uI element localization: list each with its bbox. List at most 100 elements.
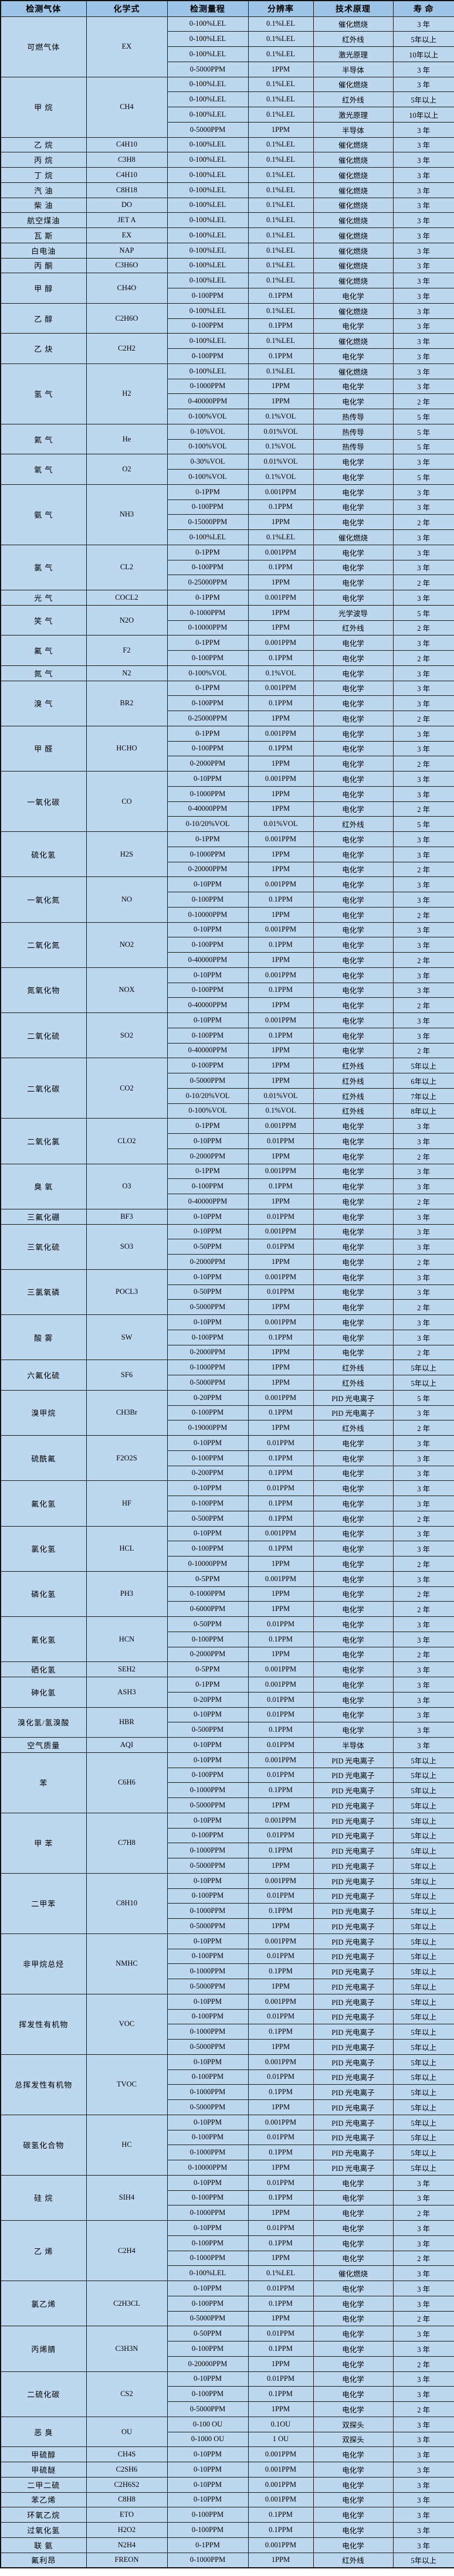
formula-cell: CH4S xyxy=(86,2446,168,2462)
range-cell: 0-10PPM xyxy=(167,1752,249,1768)
range-cell: 0-10PPM xyxy=(167,1993,249,2010)
resolution-cell: 1PPM xyxy=(248,1058,314,1073)
lifespan-cell: 3 年 xyxy=(392,876,454,892)
formula-cell: CL2 xyxy=(86,544,168,591)
range-cell: 0-10PPM xyxy=(167,1133,249,1149)
resolution-cell: 0.1PPM xyxy=(248,937,314,953)
range-cell: 0-1PPM xyxy=(167,635,249,651)
resolution-cell: 1PPM xyxy=(248,1918,314,1934)
lifespan-cell: 3 年 xyxy=(392,363,454,379)
lifespan-cell: 5年以上 xyxy=(392,2145,454,2160)
principle-cell: 电化学 xyxy=(313,1027,394,1044)
lifespan-cell: 3 年 xyxy=(392,1329,454,1345)
range-cell: 0-5000PPM xyxy=(167,1375,249,1391)
principle-cell: 电化学 xyxy=(313,695,394,711)
gas-name-cell: 非甲烷总烃 xyxy=(0,1933,87,1994)
principle-cell: 电化学 xyxy=(313,1450,394,1466)
resolution-cell: 0.01PPM xyxy=(248,2326,314,2341)
lifespan-cell: 5年以上 xyxy=(392,91,454,107)
resolution-cell: 1PPM xyxy=(248,786,314,802)
resolution-cell: 0.01%VOL xyxy=(248,454,314,470)
resolution-cell: 0.1PPM xyxy=(248,1465,314,1481)
col-header-formula: 化学式 xyxy=(86,0,168,17)
range-cell: 0-10PPM xyxy=(167,876,249,892)
lifespan-cell: 3 年 xyxy=(392,212,454,228)
lifespan-cell: 2 年 xyxy=(392,650,454,666)
range-cell: 0-100PPM xyxy=(167,1948,249,1965)
formula-cell: H2 xyxy=(86,363,168,424)
table-row: 二氧化碳 CO2 0-100PPM 1PPM 红外线 5年以上 xyxy=(0,1058,454,1119)
range-cell: 0-100%LEL xyxy=(167,182,249,198)
lifespan-cell: 3 年 xyxy=(392,2431,454,2448)
resolution-cell: 0.001PPM xyxy=(248,1314,314,1330)
table-row: 恶 臭 OU 0-100 OU 0.1OU 双探头 3 年 xyxy=(0,2416,454,2448)
resolution-cell: 1PPM xyxy=(248,1254,314,1270)
principle-cell: 半导体 xyxy=(313,1737,394,1753)
table-row: 氧 气 O2 0-30%VOL 0.01%VOL 电化学 3 年 xyxy=(0,454,454,485)
table-row: 非甲烷总烃 NMHC 0-10PPM 0.001PPM PID 光电离子 5年以上 xyxy=(0,1933,454,1994)
principle-cell: 催化燃烧 xyxy=(313,227,394,243)
formula-cell: DO xyxy=(86,197,168,213)
formula-cell: C4H10 xyxy=(86,167,168,183)
gas-name-cell: 甲 苯 xyxy=(0,1812,87,1874)
range-cell: 0-50PPM xyxy=(167,1616,249,1632)
table-row: 0-100PPM 0.1PPM 电化学 3 年 xyxy=(1,2190,454,2206)
resolution-cell: 0.001PPM xyxy=(248,1118,314,1134)
resolution-cell: 0.001PPM xyxy=(248,876,314,892)
range-cell: 0-100%LEL xyxy=(167,152,249,168)
range-cell: 0-10PPM xyxy=(167,1435,249,1451)
lifespan-cell: 3 年 xyxy=(392,2265,454,2281)
range-cell: 0-100%VOL xyxy=(167,439,249,455)
gas-name-cell: 汽 油 xyxy=(0,182,87,198)
range-cell: 0-1000PPM xyxy=(167,2552,249,2568)
gas-name-cell: 二氧化硫 xyxy=(0,1012,87,1059)
resolution-cell: 0.01PPM xyxy=(248,2129,314,2146)
gas-name-cell: 二甲苯 xyxy=(0,1872,87,1934)
resolution-cell: 1 OU xyxy=(248,2431,314,2448)
range-cell: 0-100PPM xyxy=(167,499,249,515)
lifespan-cell: 5年以上 xyxy=(392,2552,454,2568)
table-row: 0-15000PPM 1PPM 电化学 2 年 xyxy=(1,514,454,530)
resolution-cell: 0.1PPM xyxy=(248,1541,314,1557)
range-cell: 0-100%LEL xyxy=(167,167,249,183)
table-row: 氮 气 N2 0-100%VOL 0.1%VOL 电化学 3 年 xyxy=(0,665,454,681)
table-row: 丁 烷 C4H10 0-100%LEL 0.1%LEL 催化燃烧 3 年 xyxy=(0,167,454,183)
resolution-cell: 0.1%LEL xyxy=(248,227,314,243)
lifespan-cell: 3 年 xyxy=(392,227,454,243)
principle-cell: PID 光电离子 xyxy=(313,2084,394,2100)
range-cell: 0-100PPM xyxy=(167,1827,249,1844)
lifespan-cell: 3 年 xyxy=(392,2174,454,2191)
lifespan-cell: 2 年 xyxy=(392,1042,454,1059)
principle-cell: 电化学 xyxy=(313,2537,394,2553)
resolution-cell: 1PPM xyxy=(248,711,314,726)
principle-cell: 电化学 xyxy=(313,318,394,334)
resolution-cell: 0.001PPM xyxy=(248,1812,314,1829)
gas-name-cell: 瓦 斯 xyxy=(0,227,87,243)
lifespan-cell: 5 年 xyxy=(392,409,454,424)
resolution-cell: 0.1%LEL xyxy=(248,182,314,198)
principle-cell: 红外线 xyxy=(313,1073,394,1089)
resolution-cell: 1PPM xyxy=(248,1586,314,1602)
principle-cell: 电化学 xyxy=(313,650,394,666)
gas-name-cell: 硅 烷 xyxy=(0,2174,87,2221)
range-cell: 0-100%LEL xyxy=(167,242,249,259)
table-row: 0-100PPM 0.1PPM 电化学 2 年 xyxy=(1,650,454,666)
gas-name-cell: 甲硫醚 xyxy=(0,2462,87,2478)
principle-cell: 电化学 xyxy=(313,1571,394,1587)
gas-name-cell: 三氯氧磷 xyxy=(0,1269,87,1316)
principle-cell: 电化学 xyxy=(313,559,394,576)
table-row: 二氧化氯 CLO2 0-1PPM 0.001PPM 电化学 3 年 xyxy=(0,1118,454,1164)
range-cell: 0-50PPM xyxy=(167,1239,249,1255)
lifespan-cell: 3 年 xyxy=(392,1314,454,1330)
principle-cell: 热传导 xyxy=(313,423,394,440)
range-cell: 0-100%LEL xyxy=(167,227,249,243)
table-row: 0-100PPM 0.1PPM 电化学 3 年 xyxy=(1,740,454,757)
table-row: 氟利昂 FREON 0-1000PPM 1PPM 红外线 5年以上 xyxy=(0,2552,454,2568)
gas-name-cell: 挥发性有机物 xyxy=(0,1993,87,2055)
lifespan-cell: 5年以上 xyxy=(392,31,454,47)
table-row: 丙 烷 C3H8 0-100%LEL 0.1%LEL 催化燃烧 3 年 xyxy=(0,152,454,168)
resolution-cell: 0.01%VOL xyxy=(248,1088,314,1104)
lifespan-cell: 3 年 xyxy=(392,152,454,168)
principle-cell: 电化学 xyxy=(313,2281,394,2296)
table-row: 臭 氧 O3 0-1PPM 0.001PPM 电化学 3 年 xyxy=(0,1163,454,1209)
